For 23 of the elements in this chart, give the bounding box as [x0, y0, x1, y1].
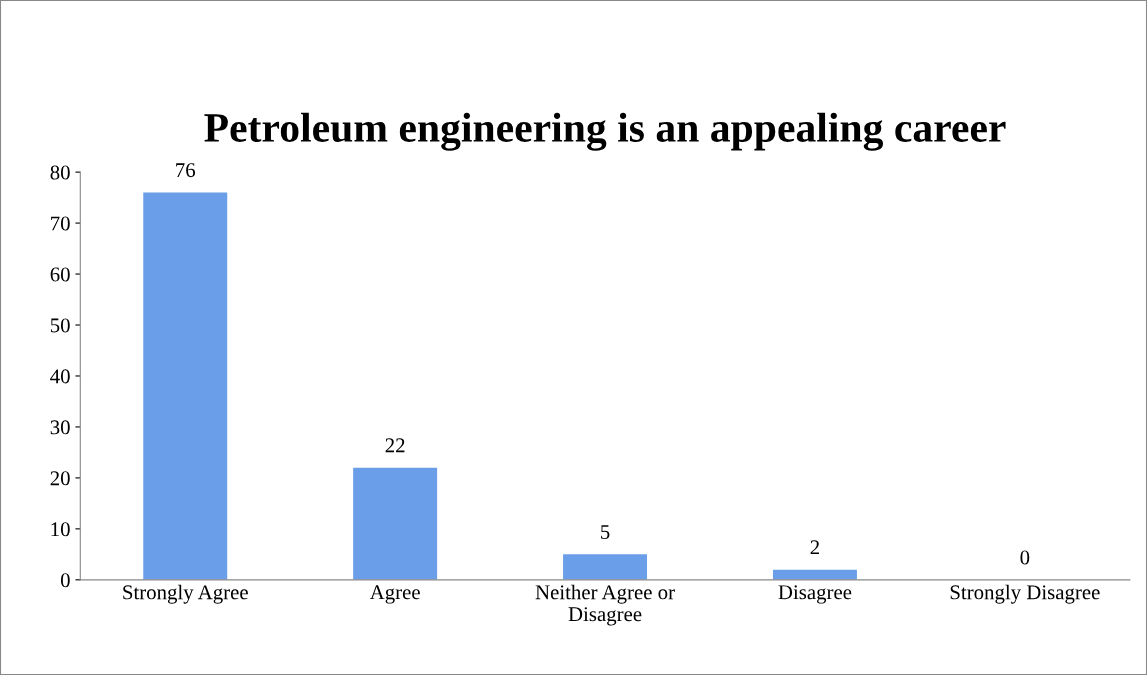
y-tick-label: 70: [51, 216, 70, 231]
x-tick-label: Agree: [369, 585, 420, 604]
bar: [353, 467, 438, 580]
data-label: 2: [810, 540, 819, 555]
x-tick-label: Strongly Disagree: [950, 584, 1100, 604]
x-tick-label: Strongly Agree: [123, 584, 248, 604]
data-label: 5: [601, 525, 610, 539]
bar: [563, 554, 648, 580]
data-label: 76: [176, 163, 196, 178]
data-label: 0: [1020, 550, 1030, 565]
y-tick-label: 60: [50, 267, 70, 282]
chart-title: Petroleum engineering is an appealing career: [204, 112, 1006, 151]
y-tick-label: 10: [51, 522, 70, 537]
y-tick-label: 40: [50, 369, 70, 384]
y-tick-label: 0: [60, 573, 70, 588]
y-tick-label: 30: [50, 420, 70, 435]
y-tick-label: 20: [50, 471, 70, 486]
y-tick-label: 50: [50, 318, 70, 333]
x-tick-label: Disagree: [778, 585, 852, 604]
data-label: 22: [385, 438, 405, 453]
y-tick-label: 80: [50, 165, 70, 180]
x-tick-label: Neither Agree or Disagree: [535, 584, 675, 626]
bar: [143, 192, 228, 580]
